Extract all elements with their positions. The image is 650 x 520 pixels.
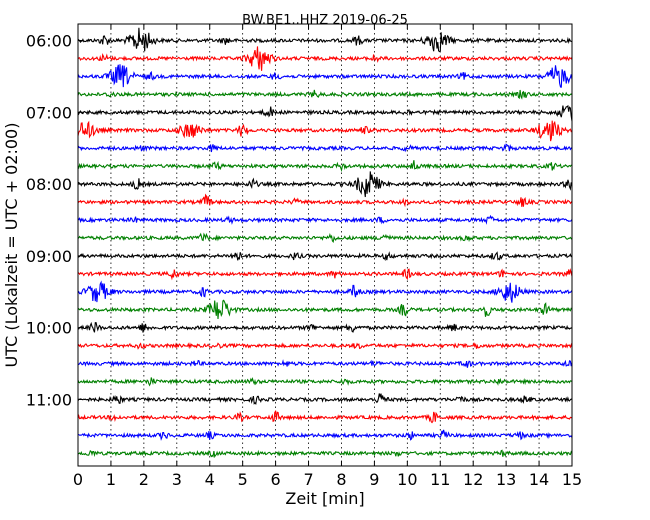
seismogram-trace [77, 409, 573, 424]
seismogram-trace [77, 449, 573, 459]
x-tick-label: 5 [238, 470, 248, 489]
seismogram-trace [77, 27, 573, 53]
seismogram-trace [77, 393, 573, 406]
y-tick-label: 09:00 [26, 247, 72, 266]
x-tick-label: 6 [271, 470, 281, 489]
chart-title: BW.BE1..HHZ 2019-06-25 [242, 13, 408, 28]
seismogram-trace [77, 376, 573, 387]
seismogram-trace [77, 280, 573, 303]
seismogram-trace [77, 359, 573, 368]
seismogram-trace [77, 299, 573, 320]
x-tick-label: 12 [463, 470, 483, 489]
trace-group [77, 27, 573, 459]
x-tick-label: 2 [139, 470, 149, 489]
seismogram-trace [77, 214, 573, 225]
grid-lines [110, 24, 540, 466]
seismogram-trace [77, 160, 573, 173]
x-tick-label: 13 [496, 470, 516, 489]
seismogram-trace [77, 104, 573, 122]
x-tick-label: 4 [205, 470, 215, 489]
seismogram-trace [77, 143, 573, 153]
seismogram-trace [77, 232, 573, 243]
seismogram-trace [77, 46, 573, 71]
x-axis-label: Zeit [min] [285, 489, 364, 508]
x-tick-label: 9 [369, 470, 379, 489]
x-tick-label: 1 [106, 470, 116, 489]
seismogram-trace [77, 342, 573, 350]
x-tick-label: 3 [172, 470, 182, 489]
plot-frame [77, 23, 573, 467]
y-tick-label: 10:00 [26, 319, 72, 338]
x-tick-label: 8 [336, 470, 346, 489]
y-tick-label: 11:00 [26, 391, 72, 410]
seismogram-trace [77, 171, 573, 198]
x-tick-label: 14 [529, 470, 549, 489]
y-tick-label: 06:00 [26, 32, 72, 51]
seismogram-trace [77, 267, 573, 281]
y-tick-label: 08:00 [26, 175, 72, 194]
x-tick-label: 10 [397, 470, 417, 489]
x-tick-label: 7 [303, 470, 313, 489]
seismogram-trace [77, 429, 573, 441]
seismogram-trace [77, 193, 573, 208]
seismogram-trace [77, 89, 573, 100]
x-axis-ticks: 0 1 2 3 4 5 6 7 8 9 10 11 12 13 14 15 [73, 24, 582, 489]
y-axis-ticks: 06:00 07:00 08:00 09:00 10:00 11:00 [26, 32, 83, 410]
x-tick-label: 0 [73, 470, 83, 489]
x-tick-label: 11 [430, 470, 450, 489]
seismogram-trace [77, 120, 573, 142]
seismogram-trace [77, 321, 573, 333]
y-tick-label: 07:00 [26, 103, 72, 122]
x-tick-label: 15 [562, 470, 582, 489]
seismogram-trace [77, 251, 573, 262]
y-axis-label: UTC (Lokalzeit = UTC + 02:00) [2, 123, 21, 368]
seismogram-trace [77, 64, 573, 88]
